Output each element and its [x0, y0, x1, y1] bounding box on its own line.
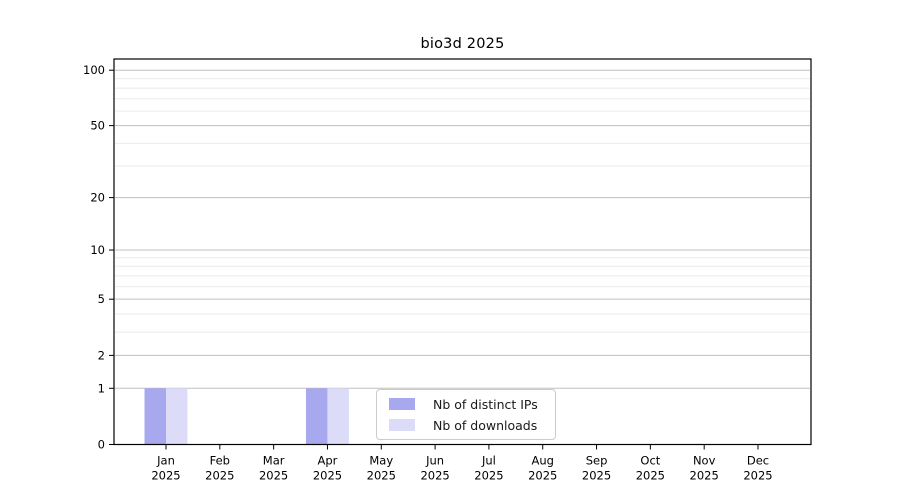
- x-axis-tick-label-year: 2025: [151, 469, 180, 483]
- y-axis-tick-label: 20: [90, 191, 105, 205]
- y-axis-tick-label: 0: [98, 438, 105, 452]
- x-axis-tick-label-month: Oct: [640, 454, 660, 468]
- x-axis-tick-label-year: 2025: [528, 469, 557, 483]
- x-axis-tick-label-year: 2025: [636, 469, 665, 483]
- bar-downloads-apr: [327, 388, 349, 445]
- x-axis-tick-label-year: 2025: [205, 469, 234, 483]
- x-axis-tick-label-month: Feb: [210, 454, 230, 468]
- x-axis-tick-label-month: May: [369, 454, 393, 468]
- bar-downloads-jan: [166, 388, 188, 445]
- x-axis-tick-label-month: Nov: [693, 454, 716, 468]
- x-axis-tick-label-year: 2025: [474, 469, 503, 483]
- bar-distinct-ips-jan: [144, 388, 166, 445]
- legend: Nb of distinct IPs Nb of downloads: [376, 389, 556, 440]
- x-axis-tick-label-month: Sep: [586, 454, 608, 468]
- x-axis-tick-label-year: 2025: [313, 469, 342, 483]
- legend-swatch-distinct-ips: [389, 398, 415, 410]
- legend-row-distinct-ips: Nb of distinct IPs: [389, 396, 555, 413]
- legend-swatch-downloads: [389, 419, 415, 431]
- chart-title: bio3d 2025: [420, 36, 505, 52]
- x-axis-tick-label-year: 2025: [367, 469, 396, 483]
- x-axis-tick-label-month: Jan: [156, 454, 175, 468]
- x-axis-tick-label-year: 2025: [259, 469, 288, 483]
- y-axis-tick-label: 2: [98, 348, 105, 362]
- legend-label-downloads: Nb of downloads: [433, 417, 538, 433]
- x-axis-tick-label-month: Jun: [425, 454, 444, 468]
- bar-distinct-ips-apr: [305, 388, 328, 445]
- y-axis-tick-label: 10: [90, 243, 105, 257]
- x-axis-tick-label-year: 2025: [743, 469, 772, 483]
- x-axis-tick-label-month: Jul: [481, 454, 496, 468]
- x-axis-tick-label-year: 2025: [582, 469, 611, 483]
- x-axis-tick-label-month: Mar: [263, 454, 285, 468]
- x-axis-tick-label-month: Aug: [531, 454, 553, 468]
- x-axis-tick-label-year: 2025: [690, 469, 719, 483]
- x-axis-tick-label-month: Dec: [747, 454, 769, 468]
- x-axis-tick-label-year: 2025: [420, 469, 449, 483]
- y-axis-tick-label: 1: [98, 381, 105, 395]
- plot-border: [113, 58, 812, 446]
- legend-row-downloads: Nb of downloads: [389, 417, 555, 434]
- y-axis-tick-label: 50: [90, 119, 105, 133]
- y-axis-tick-label: 100: [83, 63, 105, 77]
- legend-label-distinct-ips: Nb of distinct IPs: [433, 396, 538, 412]
- y-axis-tick-label: 5: [98, 292, 105, 306]
- x-axis-tick-label-month: Apr: [318, 454, 338, 468]
